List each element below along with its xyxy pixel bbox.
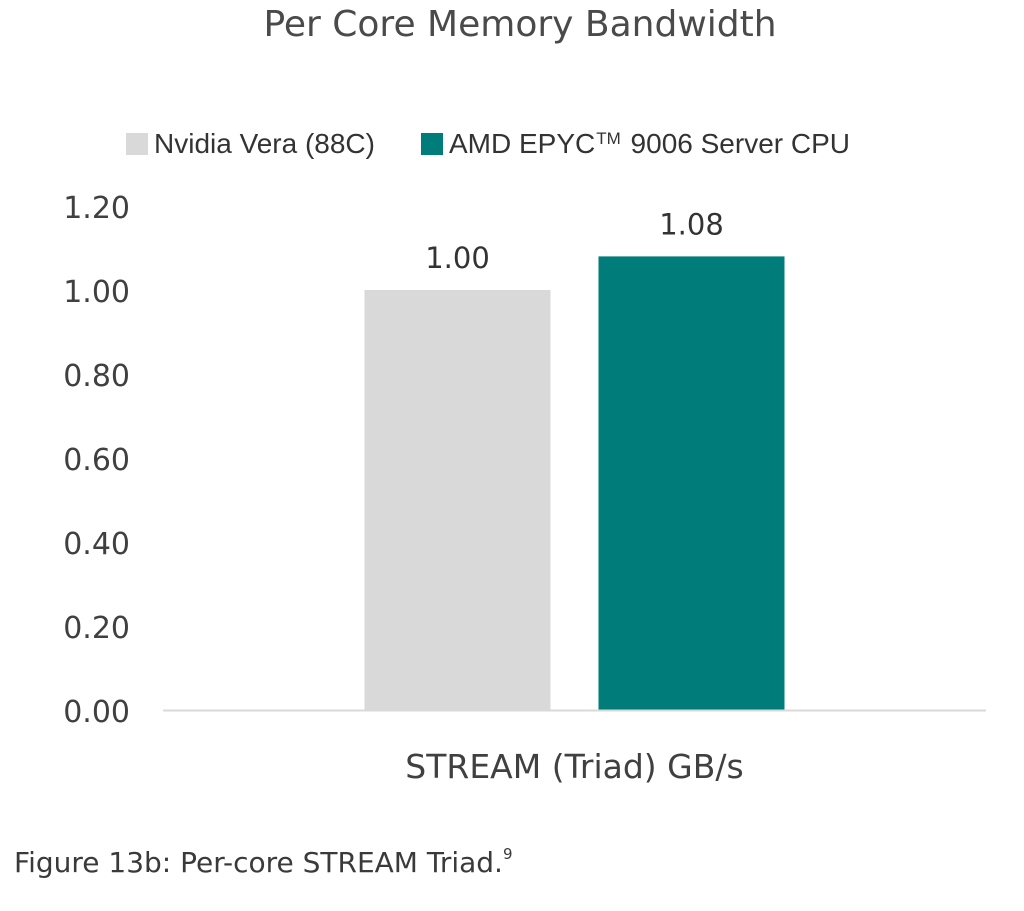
caption-text: Figure 13b: Per-core STREAM Triad.	[14, 846, 503, 879]
y-tick-label-3: 0.60	[63, 443, 130, 478]
legend-item-amd: AMD EPYCTM 9006 Server CPU	[420, 128, 850, 160]
y-tick-label-1: 0.20	[63, 611, 130, 646]
data-label-1: 1.08	[659, 207, 724, 241]
y-tick-label-6: 1.20	[63, 191, 130, 226]
bar-1	[598, 256, 785, 710]
data-label-0: 1.00	[425, 241, 490, 275]
legend-item-nvidia: Nvidia Vera (88C)	[126, 128, 375, 160]
plot-area: 0.00 0.20 0.40 0.60 0.80 1.00 1.20 1.00 1.08 ST…	[63, 191, 986, 786]
legend-swatch-nvidia	[126, 133, 148, 155]
figure-caption: Figure 13b: Per-core STREAM Triad.9	[14, 844, 513, 879]
y-tick-label-5: 1.00	[63, 275, 130, 310]
bars: 1.00 1.08	[364, 207, 785, 710]
legend-swatch-amd	[420, 133, 443, 155]
legend-label-amd: AMD EPYCTM 9006 Server CPU	[449, 128, 850, 160]
legend: Nvidia Vera (88C) AMD EPYCTM 9006 Server…	[126, 126, 896, 162]
legend-label-amd-trademark: TM	[596, 129, 621, 148]
legend-label-amd-prefix: AMD EPYC	[448, 128, 596, 159]
y-tick-label-0: 0.00	[63, 695, 130, 730]
bar-0	[364, 290, 551, 710]
y-axis: 0.00 0.20 0.40 0.60 0.80 1.00 1.20	[63, 191, 130, 730]
y-tick-label-4: 0.80	[63, 359, 130, 394]
y-tick-label-2: 0.40	[63, 527, 130, 562]
legend-label-nvidia: Nvidia Vera (88C)	[154, 128, 375, 159]
legend-label-amd-suffix: 9006 Server CPU	[622, 128, 850, 159]
chart-title: Per Core Memory Bandwidth	[263, 4, 777, 45]
caption-footnote: 9	[502, 844, 513, 863]
x-category-label: STREAM (Triad) GB/s	[405, 747, 743, 786]
